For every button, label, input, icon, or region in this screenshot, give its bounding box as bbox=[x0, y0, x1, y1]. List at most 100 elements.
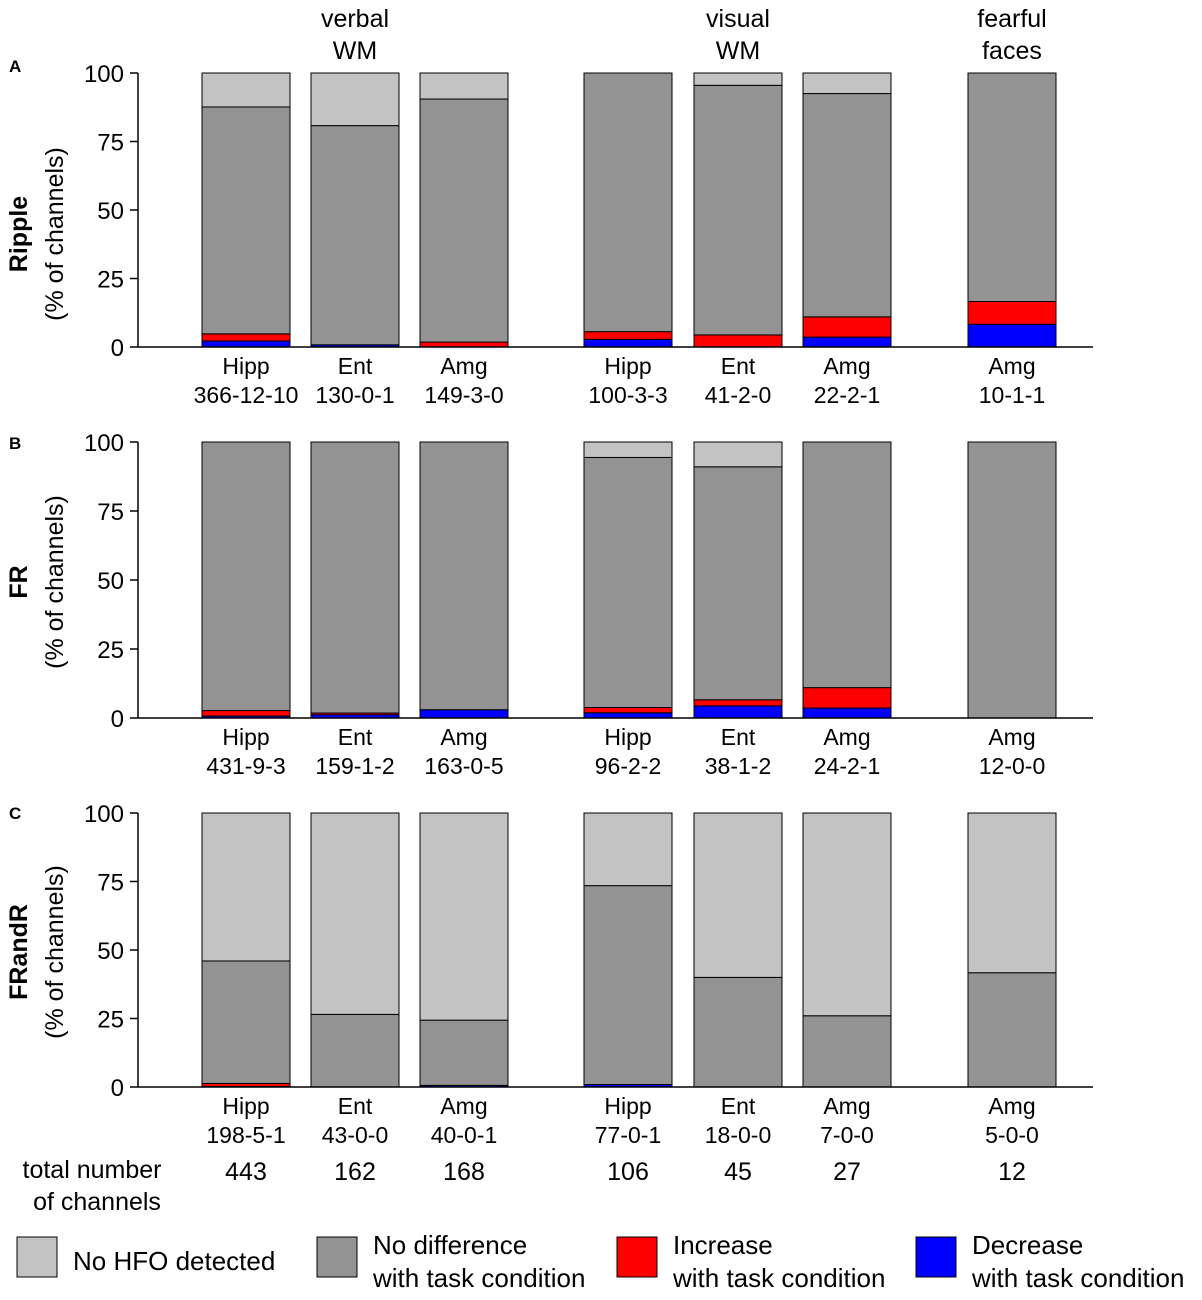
total-channel-count: 443 bbox=[225, 1158, 267, 1186]
total-channel-count: 45 bbox=[724, 1158, 752, 1186]
category-counts: 198-5-1 bbox=[206, 1122, 285, 1148]
category-counts: 7-0-0 bbox=[820, 1122, 874, 1148]
stacked-bar bbox=[802, 812, 892, 1088]
category-counts: 366-12-10 bbox=[194, 382, 299, 408]
bar-segment-no-difference bbox=[802, 441, 892, 689]
group-header-verbal-wm: verbal WM bbox=[321, 5, 389, 65]
group-header-line2: WM bbox=[333, 37, 377, 65]
group-header-line2: faces bbox=[982, 37, 1042, 65]
stacked-bar bbox=[583, 441, 673, 719]
bar-segment-no-hfo bbox=[201, 72, 291, 108]
category-label: Amg bbox=[988, 724, 1035, 750]
bar-segment-decrease bbox=[802, 336, 892, 348]
legend-item-no-difference: No difference with task condition bbox=[316, 1230, 585, 1293]
stacked-bar bbox=[419, 812, 509, 1088]
bar-segment-increase bbox=[802, 316, 892, 338]
bar-segment-no-hfo bbox=[693, 441, 783, 468]
bar-segment-no-hfo bbox=[419, 72, 509, 100]
legend-swatch-no-difference bbox=[316, 1236, 358, 1278]
bar-segment-no-hfo bbox=[419, 812, 509, 1021]
legend-item-decrease: Decrease with task condition bbox=[915, 1230, 1184, 1293]
y-tick-label: 25 bbox=[97, 267, 124, 294]
y-tick-label: 0 bbox=[111, 706, 124, 733]
total-channel-count: 27 bbox=[833, 1158, 861, 1186]
category-counts: 77-0-1 bbox=[595, 1122, 661, 1148]
bar-segment-increase bbox=[201, 333, 291, 342]
total-channel-count: 106 bbox=[607, 1158, 649, 1186]
stacked-bar bbox=[583, 72, 673, 348]
category-counts: 431-9-3 bbox=[206, 753, 285, 779]
y-tick-label: 75 bbox=[97, 130, 124, 157]
y-tick-label: 25 bbox=[97, 1007, 124, 1034]
bar-segment-no-difference bbox=[201, 106, 291, 335]
stacked-bar bbox=[967, 441, 1057, 719]
bar-segment-no-hfo bbox=[802, 812, 892, 1017]
legend-label-increase-line2: with task condition bbox=[672, 1263, 885, 1293]
total-label-line2: of channels bbox=[33, 1188, 161, 1216]
bar-segment-increase bbox=[693, 334, 783, 348]
legend-swatch-increase bbox=[616, 1236, 658, 1278]
y-axis-subtitle: (% of channels) bbox=[41, 865, 69, 1039]
category-counts: 5-0-0 bbox=[985, 1122, 1039, 1148]
category-label: Hipp bbox=[604, 724, 651, 750]
category-counts: 24-2-1 bbox=[814, 753, 880, 779]
bar-segment-no-difference bbox=[693, 84, 783, 336]
bar-segment-no-difference bbox=[419, 98, 509, 343]
bar-segment-decrease bbox=[583, 338, 673, 348]
y-tick-label: 25 bbox=[97, 637, 124, 664]
y-axis-subtitle: (% of channels) bbox=[41, 147, 69, 321]
stacked-bar bbox=[201, 812, 291, 1088]
bar-segment-decrease bbox=[967, 323, 1057, 348]
bar-segment-no-hfo bbox=[967, 812, 1057, 974]
bar-segment-increase bbox=[693, 699, 783, 707]
panel-c-frandr: C FRandR (% of channels) Hipp 198-5-1 Ent 43-0… bbox=[5, 801, 1093, 1148]
category-counts: 149-3-0 bbox=[424, 382, 503, 408]
category-label: Ent bbox=[721, 724, 756, 750]
y-axis-title: Ripple bbox=[5, 196, 33, 272]
legend-item-increase: Increase with task condition bbox=[616, 1230, 885, 1293]
bar-segment-decrease bbox=[693, 705, 783, 719]
category-counts: 163-0-5 bbox=[424, 753, 503, 779]
total-channel-count: 162 bbox=[334, 1158, 376, 1186]
category-counts: 10-1-1 bbox=[979, 382, 1045, 408]
legend-swatch-no-hfo bbox=[16, 1236, 58, 1278]
category-label: Amg bbox=[823, 353, 870, 379]
legend-item-no-hfo: No HFO detected bbox=[16, 1236, 275, 1278]
stacked-bar bbox=[967, 812, 1057, 1088]
y-tick-label: 50 bbox=[97, 938, 124, 965]
stacked-bar bbox=[693, 812, 783, 1088]
legend: No HFO detected No difference with task … bbox=[16, 1230, 1184, 1293]
panel-letter: B bbox=[9, 434, 21, 453]
y-tick-label: 0 bbox=[111, 1075, 124, 1102]
category-counts: 22-2-1 bbox=[814, 382, 880, 408]
category-counts: 159-1-2 bbox=[315, 753, 394, 779]
legend-label-no-difference-line1: No difference bbox=[373, 1230, 527, 1260]
category-label: Amg bbox=[440, 724, 487, 750]
bar-segment-no-hfo bbox=[201, 812, 291, 962]
group-header-line1: fearful bbox=[977, 5, 1046, 33]
stacked-bar bbox=[201, 72, 291, 348]
bar-segment-no-difference bbox=[310, 125, 400, 346]
panel-letter: A bbox=[9, 57, 21, 76]
category-counts: 43-0-0 bbox=[322, 1122, 388, 1148]
category-label: Amg bbox=[440, 1093, 487, 1119]
legend-label-no-hfo: No HFO detected bbox=[73, 1246, 275, 1276]
total-channels-row: total number of channels 443 162 168 106 45 2… bbox=[23, 1156, 1026, 1216]
legend-label-no-difference-line2: with task condition bbox=[372, 1263, 585, 1293]
stacked-bar bbox=[310, 441, 400, 719]
stacked-bar bbox=[693, 72, 783, 348]
group-header-visual-wm: visual WM bbox=[706, 5, 770, 65]
bar-segment-no-difference bbox=[201, 441, 291, 712]
category-counts: 12-0-0 bbox=[979, 753, 1045, 779]
bar-segment-no-hfo bbox=[310, 812, 400, 1015]
category-label: Hipp bbox=[604, 1093, 651, 1119]
bar-segment-no-hfo bbox=[693, 812, 783, 978]
y-tick-label: 75 bbox=[97, 499, 124, 526]
total-channel-count: 168 bbox=[443, 1158, 485, 1186]
y-tick-label: 50 bbox=[97, 198, 124, 225]
category-label: Ent bbox=[338, 724, 373, 750]
stacked-bar bbox=[419, 72, 509, 348]
legend-swatch-decrease bbox=[915, 1236, 957, 1278]
y-tick-label: 75 bbox=[97, 870, 124, 897]
total-values: 443 162 168 106 45 27 12 bbox=[225, 1158, 1026, 1186]
